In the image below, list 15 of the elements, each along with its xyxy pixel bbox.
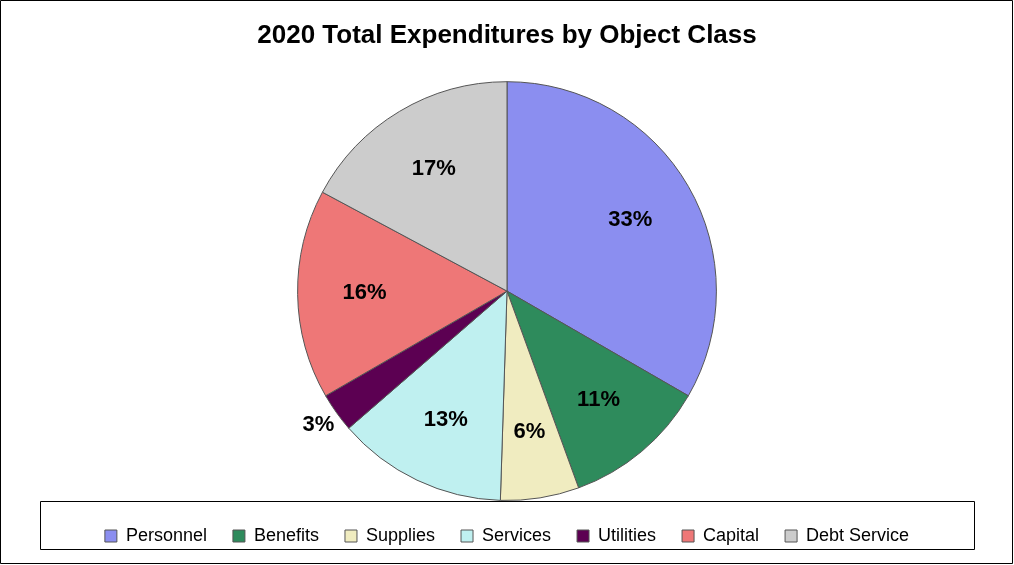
data-label: 17%: [411, 154, 456, 180]
legend-label: Benefits: [253, 524, 319, 545]
legend-label: Services: [482, 524, 552, 545]
data-label: 16%: [342, 279, 387, 305]
data-label: 3%: [302, 411, 335, 437]
data-label: 11%: [577, 386, 620, 412]
data-label: 33%: [608, 205, 653, 231]
chart-title: 2020 Total Expenditures by Object Class: [257, 18, 757, 49]
legend-label: Supplies: [365, 524, 436, 545]
legend-label: Personnel: [125, 524, 207, 545]
data-label: 13%: [423, 405, 468, 431]
data-label: 6%: [513, 417, 546, 443]
legend-label: Capital: [703, 524, 760, 545]
legend-label: Debt Service: [806, 524, 910, 545]
legend-label: Utilities: [598, 524, 657, 545]
